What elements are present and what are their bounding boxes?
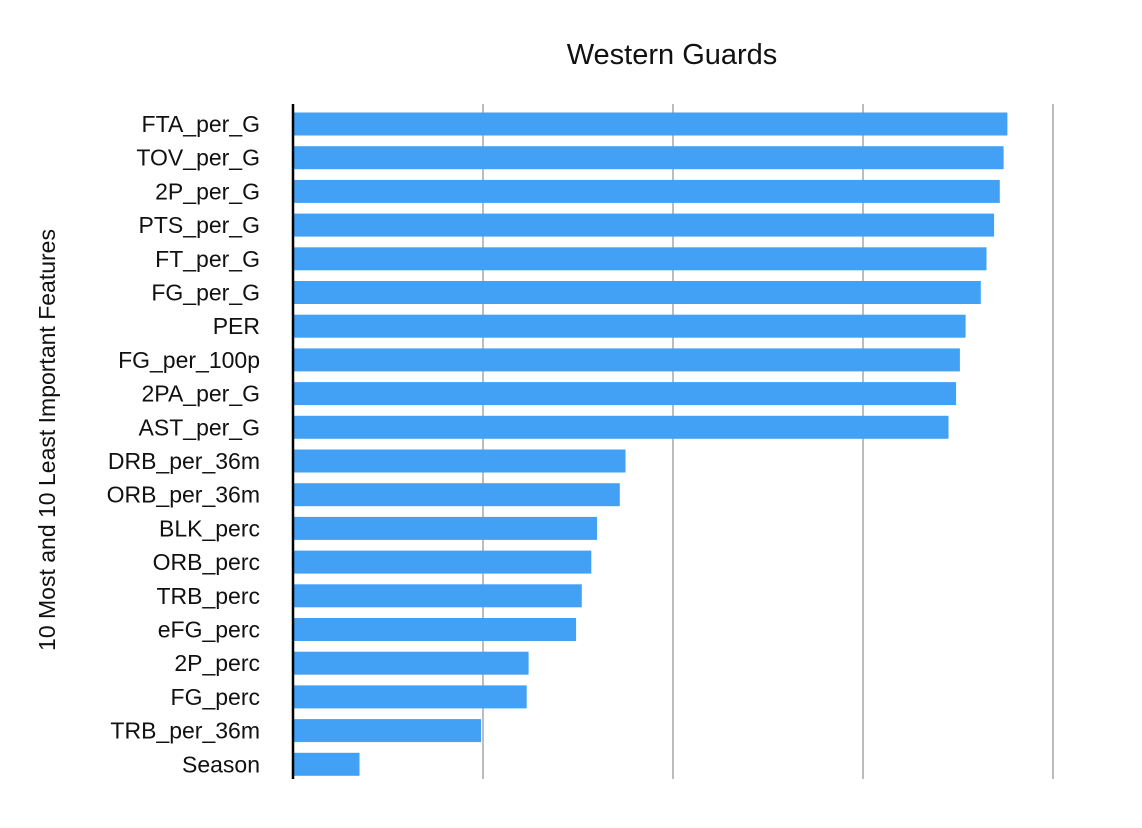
bar-eFG_perc: [293, 618, 577, 641]
category-label-FTA_per_G: FTA_per_G: [142, 111, 260, 137]
bar-FT_per_G: [293, 247, 987, 271]
category-label-eFG_perc: eFG_perc: [158, 617, 260, 643]
bar-ORB_perc: [293, 550, 592, 574]
bar-BLK_perc: [293, 516, 597, 540]
bar-PER: [293, 314, 966, 338]
category-label-ORB_per_36m: ORB_per_36m: [107, 482, 260, 508]
bar-TOV_per_G: [293, 146, 1004, 170]
category-label-TRB_perc: TRB_perc: [156, 583, 260, 609]
bar-TRB_perc: [293, 584, 582, 608]
category-label-FG_per_G: FG_per_G: [151, 280, 260, 306]
category-label-DRB_per_36m: DRB_per_36m: [108, 448, 260, 474]
category-label-TOV_per_G: TOV_per_G: [136, 145, 260, 171]
category-label-AST_per_G: AST_per_G: [139, 414, 260, 440]
category-label-2PA_per_G: 2PA_per_G: [142, 381, 260, 407]
category-label-PER: PER: [213, 313, 260, 339]
category-label-FG_perc: FG_perc: [171, 684, 260, 710]
bar-Season: [293, 752, 360, 776]
category-label-Season: Season: [182, 751, 260, 777]
bar-2P_per_G: [293, 179, 1000, 203]
category-label-TRB_per_36m: TRB_per_36m: [110, 718, 260, 744]
category-label-ORB_perc: ORB_perc: [153, 549, 260, 575]
bar-AST_per_G: [293, 415, 949, 439]
grid-lines: [482, 104, 1054, 779]
y-axis-label: 10 Most and 10 Least Important Features: [34, 229, 60, 651]
bars: [293, 112, 1008, 776]
bar-DRB_per_36m: [293, 449, 626, 473]
category-label-BLK_perc: BLK_perc: [159, 515, 260, 541]
category-label-2P_per_G: 2P_per_G: [155, 178, 260, 204]
category-label-PTS_per_G: PTS_per_G: [139, 212, 260, 238]
bar-2PA_per_G: [293, 382, 957, 406]
category-label-2P_perc: 2P_perc: [174, 650, 260, 676]
bar-FG_per_100p: [293, 348, 960, 372]
bar-FG_per_G: [293, 281, 981, 304]
category-label-FT_per_G: FT_per_G: [155, 246, 260, 272]
chart-title: Western Guards: [567, 39, 778, 71]
category-labels: FTA_per_G TOV_per_G 2P_per_G PTS_per_G FT_pe…: [107, 111, 260, 777]
bar-FG_perc: [293, 685, 527, 709]
bar-ORB_per_36m: [293, 483, 620, 507]
bar-2P_perc: [293, 651, 529, 675]
bar-PTS_per_G: [293, 213, 995, 237]
category-label-FG_per_100p: FG_per_100p: [118, 347, 260, 373]
bar-TRB_per_36m: [293, 719, 482, 743]
bar-FTA_per_G: [293, 112, 1008, 136]
